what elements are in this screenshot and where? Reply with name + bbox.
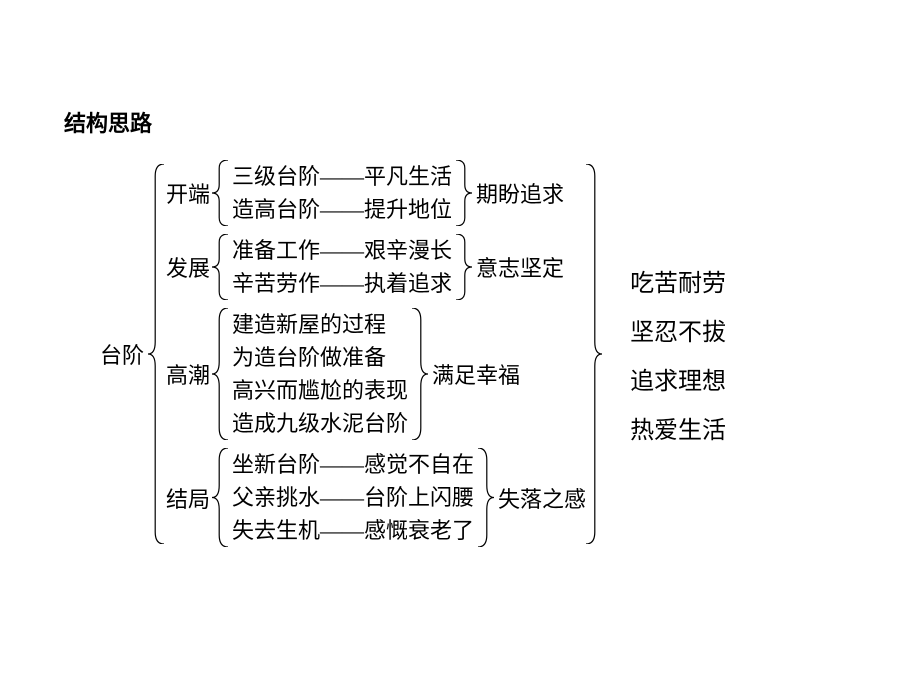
finals-column: 吃苦耐劳坚忍不拔追求理想热爱生活 [602, 263, 726, 445]
root-open-brace [148, 164, 164, 544]
page-title: 结构思路 [64, 106, 152, 138]
section-close-brace [456, 234, 472, 300]
section-items: 坐新台阶——感觉不自在父亲挑水——台阶上闪腰失去生机——感慨衰老了 [228, 448, 478, 547]
tree-item: 三级台阶——平凡生活 [232, 160, 452, 193]
tree-item: 父亲挑水——台阶上闪腰 [232, 481, 474, 514]
tree-item: 建造新屋的过程 [232, 308, 386, 341]
final-item: 吃苦耐劳 [630, 263, 726, 298]
section-open-brace [212, 160, 228, 226]
section-summary: 失落之感 [494, 482, 586, 514]
section-summary: 期盼追求 [472, 177, 564, 209]
section-open-brace [212, 308, 228, 440]
tree-item: 准备工作——艰辛漫长 [232, 234, 452, 267]
section-row: 发展 准备工作——艰辛漫长辛苦劳作——执着追求 意志坚定 [164, 234, 586, 300]
tree-item: 造成九级水泥台阶 [232, 407, 408, 440]
section-open-brace [212, 448, 228, 547]
section-items: 建造新屋的过程为造台阶做准备高兴而尴尬的表现造成九级水泥台阶 [228, 308, 412, 440]
tree-item: 高兴而尴尬的表现 [232, 374, 408, 407]
tree-item: 失去生机——感慨衰老了 [232, 514, 474, 547]
section-close-brace [456, 160, 472, 226]
sections-container: 开端 三级台阶——平凡生活造高台阶——提升地位 期盼追求发展 准备工作——艰辛漫… [164, 160, 586, 547]
tree-item: 为造台阶做准备 [232, 341, 386, 374]
section-open-brace [212, 234, 228, 300]
final-item: 热爱生活 [630, 410, 726, 445]
section-summary: 满足幸福 [428, 358, 520, 390]
section-row: 开端 三级台阶——平凡生活造高台阶——提升地位 期盼追求 [164, 160, 586, 226]
section-close-brace [478, 448, 494, 547]
tree-item: 辛苦劳作——执着追求 [232, 267, 452, 300]
section-label: 发展 [164, 251, 212, 283]
tree-item: 造高台阶——提升地位 [232, 193, 452, 226]
final-item: 追求理想 [630, 361, 726, 396]
section-row: 高潮 建造新屋的过程为造台阶做准备高兴而尴尬的表现造成九级水泥台阶 满足幸福 [164, 308, 586, 440]
section-label: 高潮 [164, 358, 212, 390]
section-label: 开端 [164, 177, 212, 209]
root-close-brace [586, 164, 602, 544]
section-items: 三级台阶——平凡生活造高台阶——提升地位 [228, 160, 456, 226]
tree-diagram: 台阶 开端 三级台阶——平凡生活造高台阶——提升地位 期盼追求发展 准备工作——… [100, 160, 726, 547]
section-label: 结局 [164, 482, 212, 514]
section-summary: 意志坚定 [472, 251, 564, 283]
root-label: 台阶 [100, 338, 148, 370]
tree-item: 坐新台阶——感觉不自在 [232, 448, 474, 481]
final-item: 坚忍不拔 [630, 312, 726, 347]
section-items: 准备工作——艰辛漫长辛苦劳作——执着追求 [228, 234, 456, 300]
section-row: 结局 坐新台阶——感觉不自在父亲挑水——台阶上闪腰失去生机——感慨衰老了 失落之… [164, 448, 586, 547]
section-close-brace [412, 308, 428, 440]
